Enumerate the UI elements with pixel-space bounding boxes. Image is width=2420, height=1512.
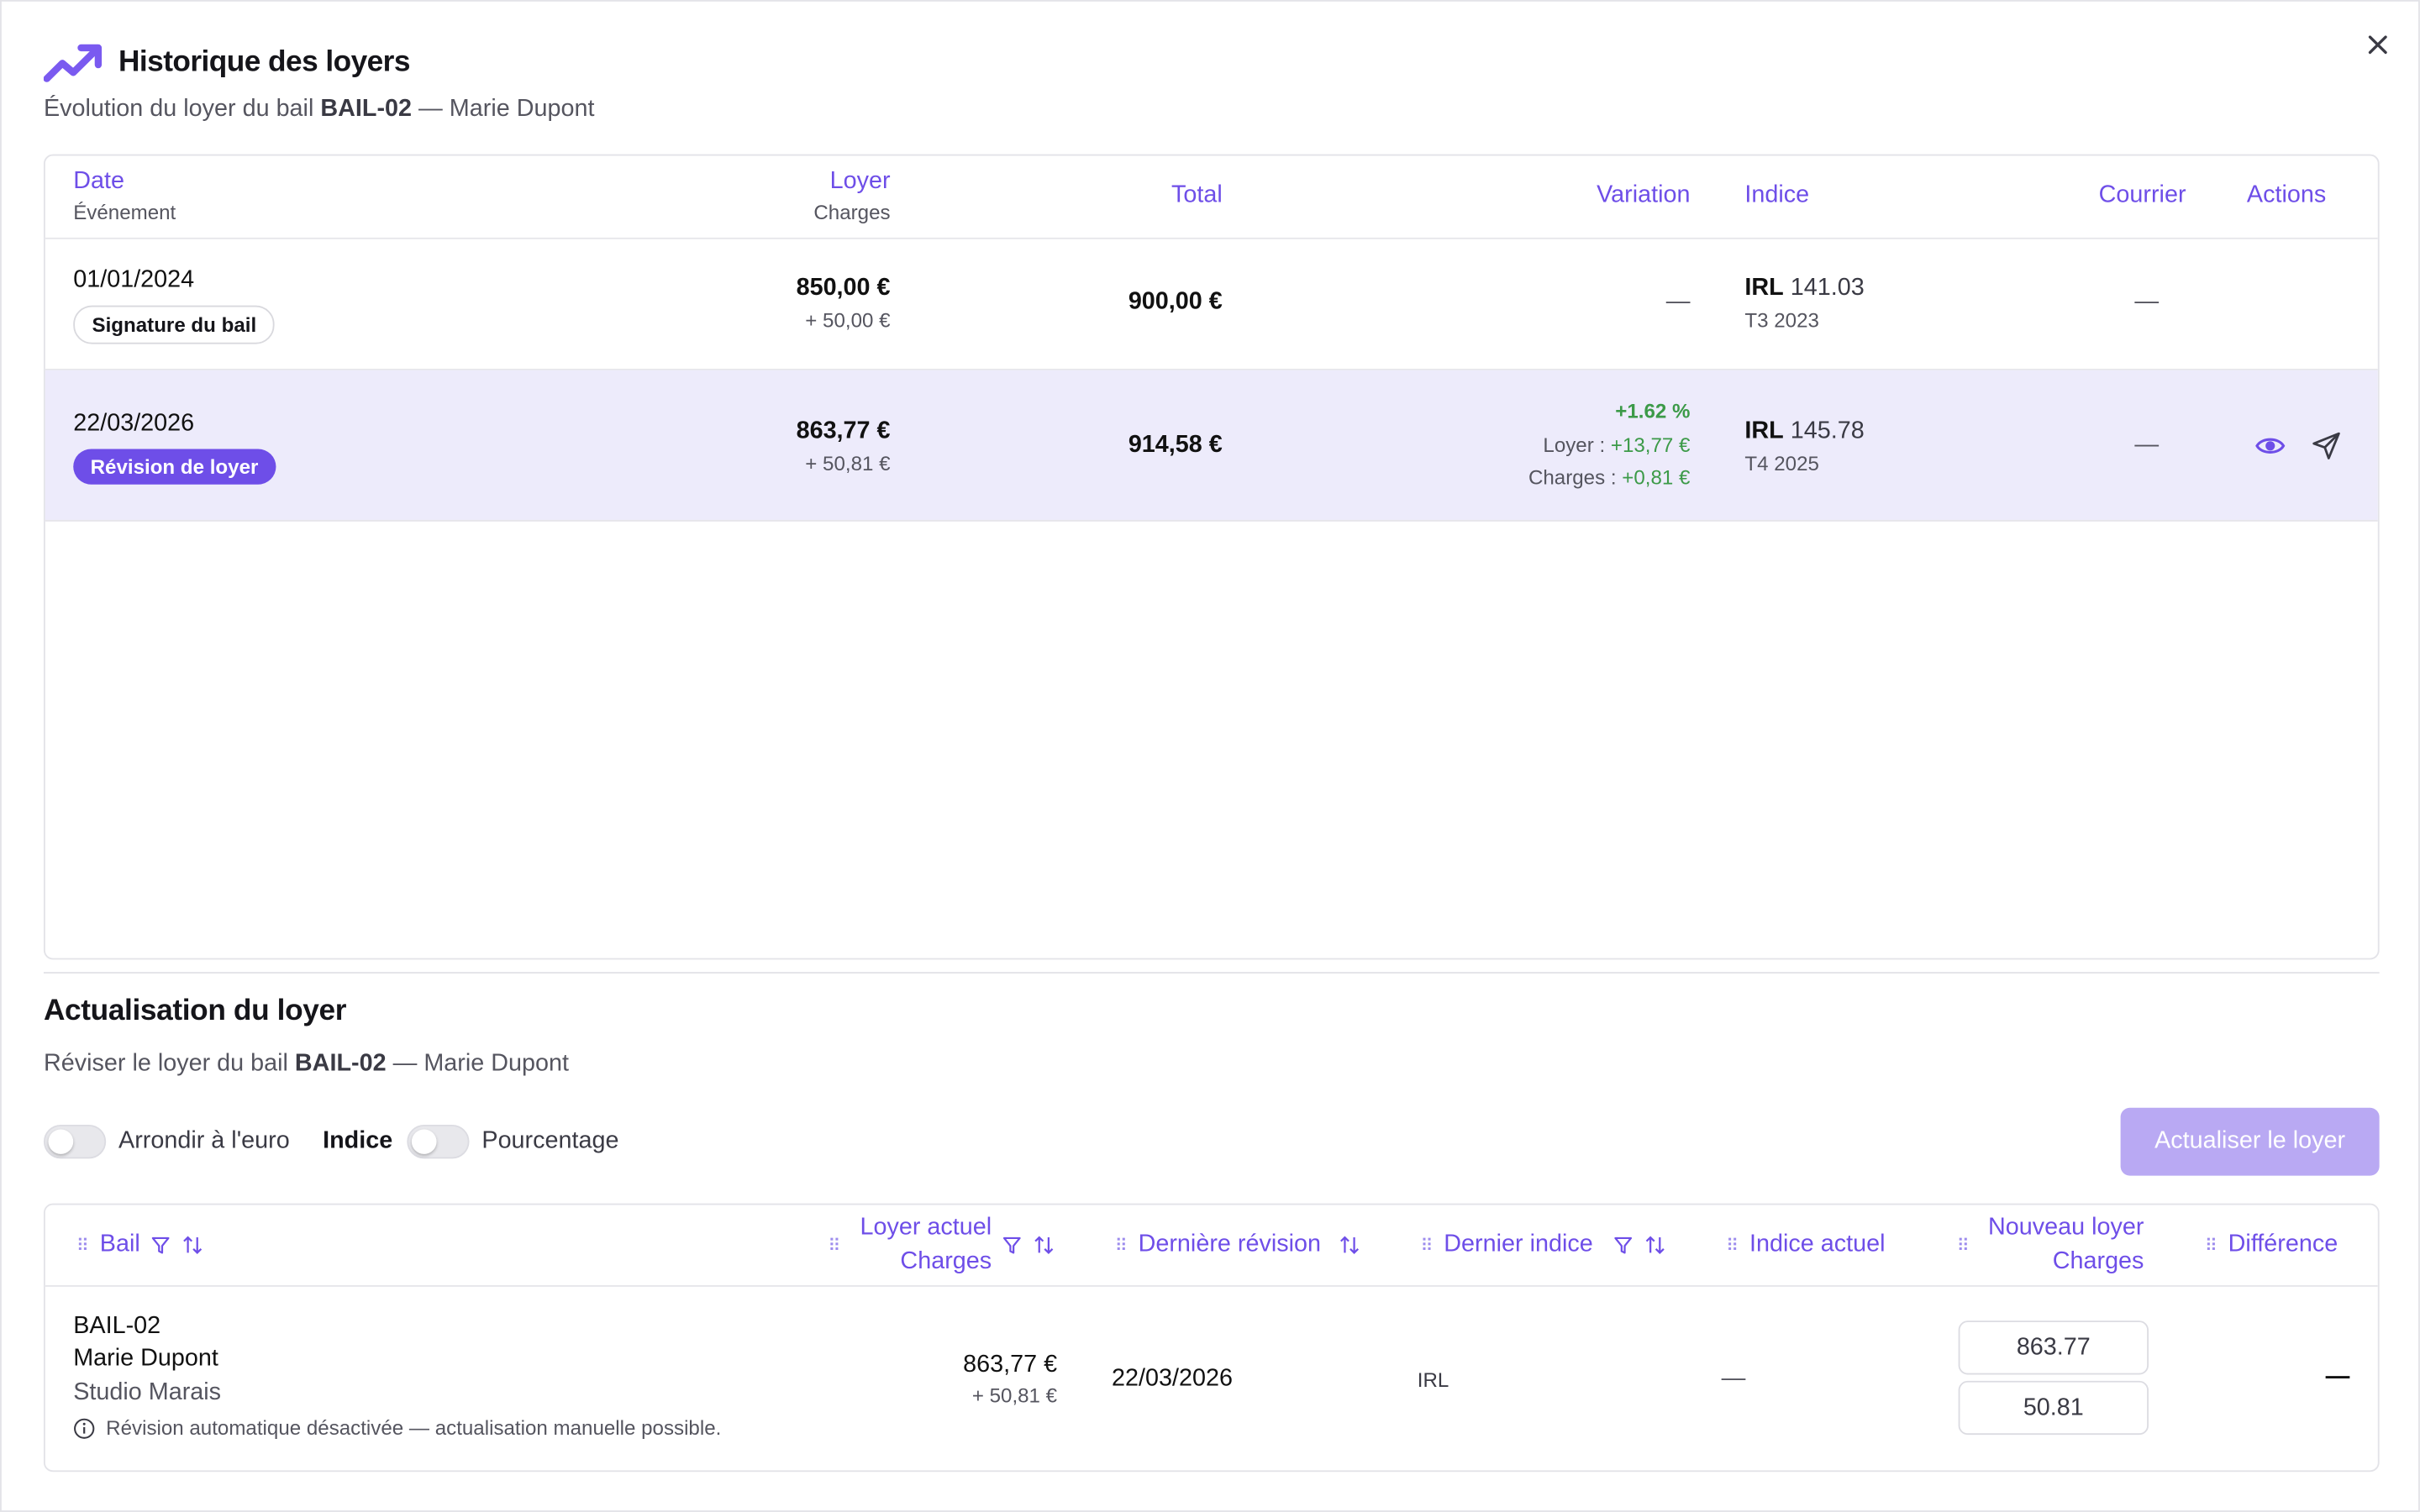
row-variation: — — [1665, 288, 1691, 315]
mode-toggle[interactable] — [407, 1124, 470, 1159]
row-index-period: T4 2025 — [1744, 452, 1819, 475]
row-letter: — — [2134, 288, 2160, 315]
event-badge: Signature du bail — [73, 305, 276, 344]
row-total: 914,58 € — [1128, 432, 1223, 459]
section-divider — [43, 972, 2380, 974]
sort-icon[interactable] — [1645, 1236, 1665, 1254]
auto-revision-note: Révision automatique désactivée — actual… — [73, 1416, 721, 1440]
row-charges: + 50,00 € — [805, 308, 891, 332]
update-table: ⠿ Bail ⠿ Loyer actuel Charges ⠿ Dernière… — [43, 1203, 2380, 1473]
row-letter: — — [2134, 432, 2160, 459]
dialog-header: Historique des loyers — [43, 42, 410, 85]
variation-percent: +1.62 % — [1615, 399, 1691, 423]
row-current-index: — — [1721, 1365, 1746, 1392]
drag-handle-icon[interactable]: ⠿ — [828, 1237, 840, 1257]
info-icon — [74, 1417, 95, 1438]
col-current-index[interactable]: Indice actuel — [1749, 1231, 1886, 1257]
lease-id: BAIL-02 — [294, 1050, 387, 1078]
round-label: Arrondir à l'euro — [118, 1127, 290, 1154]
filter-icon[interactable] — [151, 1236, 170, 1254]
send-icon[interactable] — [2311, 430, 2342, 461]
variation-charges: Charges : +0,81 € — [1528, 465, 1691, 490]
col-current-rent[interactable]: Loyer actuel — [860, 1214, 992, 1241]
row-index-period: T3 2023 — [1744, 308, 1819, 332]
row-index: IRL 145.78 — [1744, 417, 1865, 444]
percent-mode-label[interactable]: Pourcentage — [481, 1127, 619, 1154]
drag-handle-icon[interactable]: ⠿ — [1114, 1237, 1128, 1257]
row-total: 900,00 € — [1128, 288, 1223, 315]
section-subtitle: Réviser le loyer du bail BAIL-02 — Marie… — [43, 1050, 570, 1078]
drag-handle-icon[interactable]: ⠿ — [76, 1237, 89, 1257]
row-last-index: IRL — [1417, 1368, 1449, 1392]
update-rent-button[interactable]: Actualiser le loyer — [2120, 1107, 2380, 1176]
col-variation[interactable]: Variation — [1597, 181, 1691, 208]
history-table: Date Événement Loyer Charges Total Varia… — [43, 154, 2380, 960]
section-title: Actualisation du loyer — [43, 995, 347, 1028]
col-last-revision[interactable]: Dernière révision — [1138, 1231, 1322, 1257]
new-charges-input[interactable] — [1958, 1380, 2149, 1436]
filter-icon[interactable] — [1002, 1236, 1021, 1254]
row-current-rent: 863,77 € — [963, 1351, 1058, 1378]
new-rent-input[interactable] — [1958, 1320, 2149, 1375]
row-charges: + 50,81 € — [805, 452, 891, 475]
history-table-header: Date Événement Loyer Charges Total Varia… — [45, 156, 2378, 239]
table-row: 22/03/2026 Révision de loyer 863,77 € + … — [45, 370, 2378, 522]
round-toggle[interactable] — [43, 1124, 107, 1159]
col-event: Événement — [73, 200, 176, 224]
col-actions: Actions — [2246, 181, 2327, 208]
drag-handle-icon[interactable]: ⠿ — [1420, 1237, 1433, 1257]
col-current-charges[interactable]: Charges — [900, 1247, 992, 1275]
eye-icon[interactable] — [2254, 432, 2286, 459]
row-index: IRL 141.03 — [1744, 274, 1865, 302]
sort-icon[interactable] — [1339, 1236, 1360, 1254]
col-lease[interactable]: Bail — [99, 1231, 140, 1257]
col-total[interactable]: Total — [1171, 181, 1223, 208]
row-date: 01/01/2024 — [73, 266, 195, 293]
close-icon[interactable] — [2360, 26, 2397, 63]
row-rent: 850,00 € — [796, 274, 891, 302]
col-charges: Charges — [813, 200, 891, 224]
drag-handle-icon[interactable]: ⠿ — [2204, 1237, 2217, 1257]
col-new-rent[interactable]: Nouveau loyer — [1987, 1214, 2144, 1241]
drag-handle-icon[interactable]: ⠿ — [1726, 1237, 1739, 1257]
row-date: 22/03/2026 — [73, 410, 195, 437]
row-property: Studio Marais — [73, 1379, 222, 1406]
row-lease-id: BAIL-02 — [73, 1313, 161, 1340]
col-date[interactable]: Date — [73, 168, 124, 195]
col-difference[interactable]: Différence — [2228, 1231, 2338, 1257]
sort-icon[interactable] — [182, 1236, 203, 1254]
page-title: Historique des loyers — [118, 46, 410, 79]
row-last-revision: 22/03/2026 — [1112, 1365, 1233, 1392]
col-letter[interactable]: Courrier — [2098, 181, 2186, 208]
row-tenant: Marie Dupont — [73, 1345, 218, 1372]
update-table-header: ⠿ Bail ⠿ Loyer actuel Charges ⠿ Dernière… — [45, 1205, 2378, 1287]
row-rent: 863,77 € — [796, 417, 891, 444]
filter-icon[interactable] — [1614, 1236, 1633, 1254]
drag-handle-icon[interactable]: ⠿ — [1956, 1237, 1970, 1257]
sort-icon[interactable] — [1034, 1236, 1054, 1254]
lease-id: BAIL-02 — [320, 95, 413, 123]
col-index[interactable]: Indice — [1744, 181, 1810, 208]
col-last-index[interactable]: Dernier indice — [1444, 1231, 1593, 1257]
page-subtitle: Évolution du loyer du bail BAIL-02 — Mar… — [43, 95, 595, 123]
event-badge: Révision de loyer — [73, 449, 276, 485]
variation-rent: Loyer : +13,77 € — [1543, 433, 1691, 457]
trending-up-icon — [43, 44, 103, 82]
row-difference: — — [2325, 1363, 2350, 1390]
table-row: 01/01/2024 Signature du bail 850,00 € + … — [45, 239, 2378, 370]
col-rent[interactable]: Loyer — [829, 168, 891, 195]
index-mode-label[interactable]: Indice — [323, 1127, 393, 1154]
row-current-charges: + 50,81 € — [971, 1383, 1058, 1408]
col-new-charges[interactable]: Charges — [2052, 1247, 2144, 1275]
